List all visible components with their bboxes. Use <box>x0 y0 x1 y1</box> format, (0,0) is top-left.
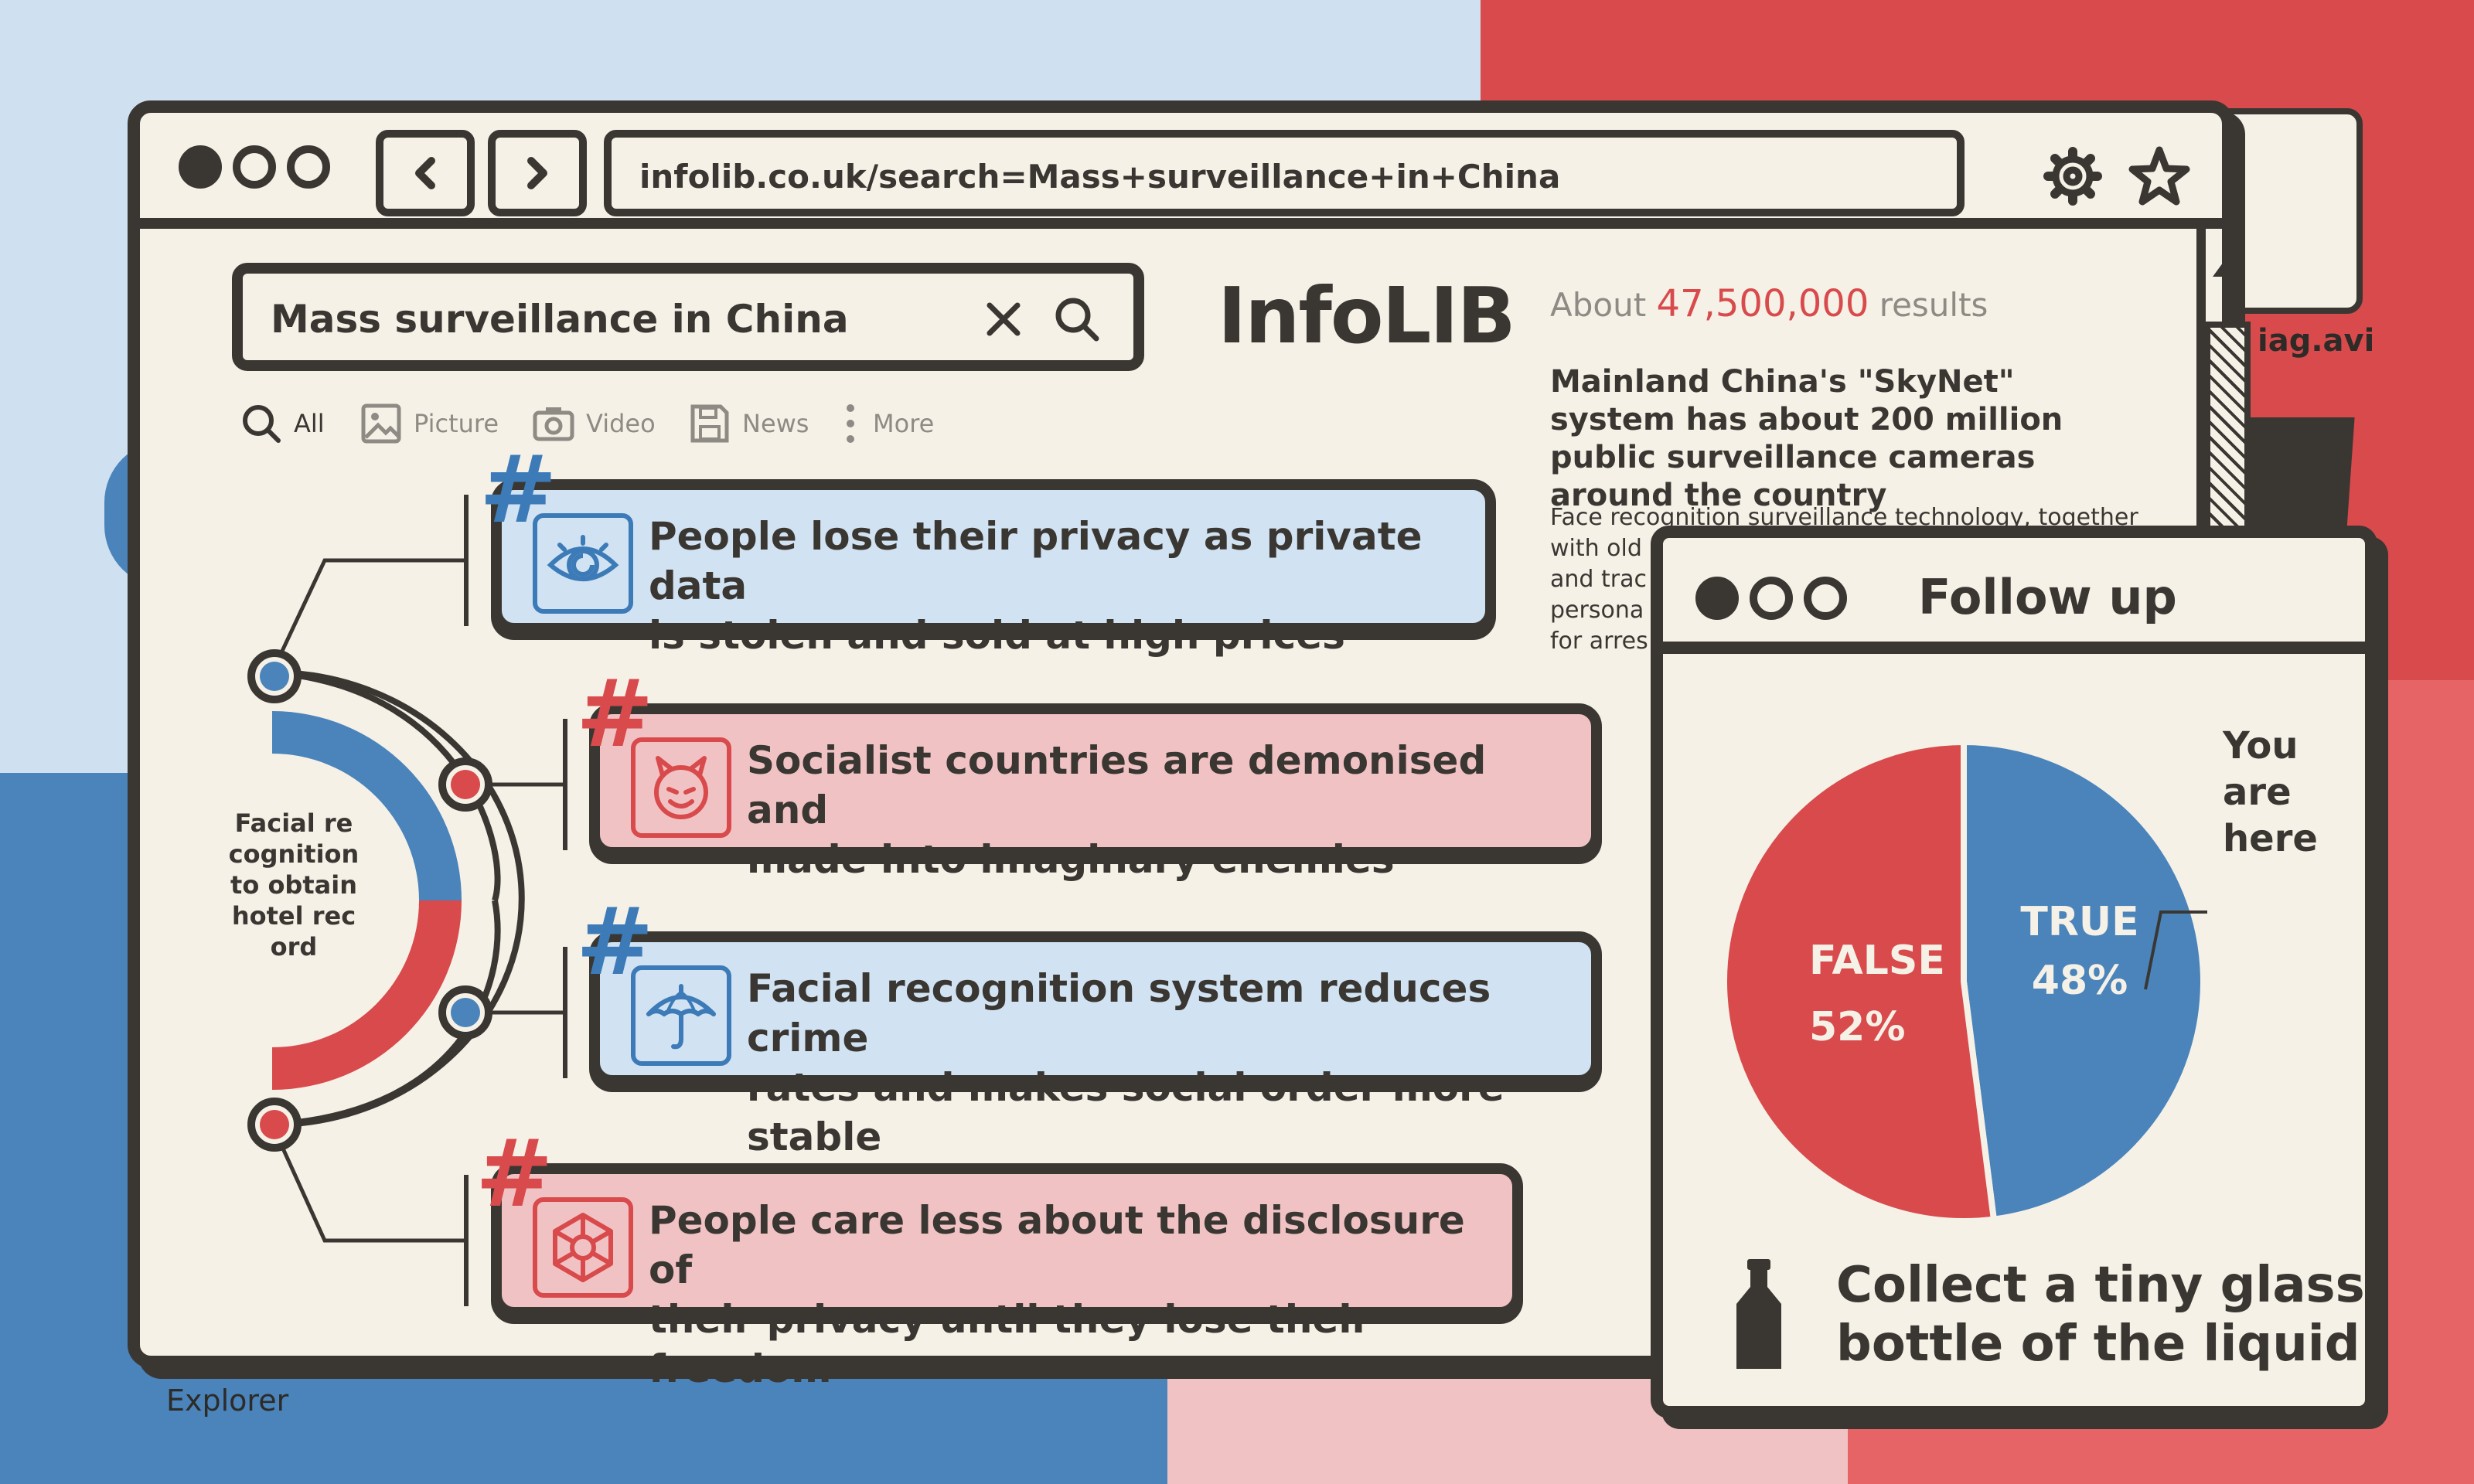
card-1-line-2: is stolen and sold at high prices <box>649 613 1345 658</box>
scroll-up-icon[interactable] <box>2208 252 2247 283</box>
eye-icon <box>533 513 633 614</box>
tab-more[interactable]: More <box>839 402 934 445</box>
aperture-icon <box>533 1197 633 1298</box>
tab-picture[interactable]: Picture <box>360 402 499 445</box>
card-4-line-2: their privacy until they lose their free… <box>649 1297 1372 1391</box>
pie-label-true-value: 48% <box>2031 958 2128 1004</box>
results-suffix: results <box>1879 286 1988 324</box>
pie-label-true: TRUE 48% <box>2018 893 2142 1010</box>
hashtag-icon: # <box>479 437 557 544</box>
window-minimize-dot[interactable] <box>233 145 276 189</box>
card-1-line-1: People lose their privacy as private dat… <box>649 514 1423 608</box>
pie-label-false-value: 52% <box>1809 1004 1906 1050</box>
timeline-node-blue[interactable] <box>437 984 494 1041</box>
pie-slice-true <box>1961 738 2206 1224</box>
chevron-right-icon <box>527 157 547 189</box>
card-bracket <box>464 1175 499 1306</box>
you-are-here-line-1: You <box>2223 724 2299 768</box>
tab-all[interactable]: All <box>240 402 325 445</box>
camera-icon <box>533 407 574 441</box>
back-button[interactable] <box>376 130 475 216</box>
pie-slice-false <box>1721 738 1998 1224</box>
card-3-line-2: rates and makes social order more stable <box>747 1065 1505 1159</box>
result-headline[interactable]: Mainland China's "SkyNet" system has abo… <box>1550 364 2063 513</box>
umbrella-icon <box>631 965 731 1066</box>
tab-more-label: More <box>873 409 935 438</box>
timeline-node-blue[interactable] <box>246 648 303 705</box>
tab-news-label: News <box>742 409 809 438</box>
window-minimize-dot[interactable] <box>1750 577 1793 620</box>
results-number: 47,500,000 <box>1656 282 1869 325</box>
file-icon[interactable] <box>2211 108 2363 314</box>
close-icon[interactable] <box>982 298 1025 341</box>
address-bar[interactable]: infolib.co.uk/search=Mass+surveillance+i… <box>604 130 1965 216</box>
pie-label-true-name: TRUE <box>2020 899 2139 945</box>
card-4-line-1: People care less about the disclosure of <box>649 1198 1465 1292</box>
window-maximize-dot[interactable] <box>1804 577 1847 620</box>
more-vertical-icon <box>847 404 854 443</box>
card-3-line-1: Facial recognition system reduces crime <box>747 966 1491 1060</box>
collect-line-1: Collect a tiny glass <box>1836 1257 2365 1314</box>
gear-icon[interactable] <box>2042 145 2104 207</box>
pie-label-false: FALSE 52% <box>1809 928 1945 1060</box>
hashtag-icon: # <box>475 1121 554 1228</box>
card-bracket <box>563 719 598 850</box>
card-bracket <box>464 495 499 626</box>
claim-card-3[interactable]: Facial recognition system reduces crime r… <box>589 931 1602 1159</box>
forward-button[interactable] <box>488 130 587 216</box>
you-are-here-line-3: here <box>2223 817 2318 860</box>
card-2-line-1: Socialist countries are demonised and <box>747 738 1487 832</box>
window-maximize-dot[interactable] <box>287 145 330 189</box>
collect-instruction: Collect a tiny glass bottle of the liqui… <box>1836 1256 2365 1373</box>
bottle-icon <box>1736 1259 1781 1369</box>
card-bracket <box>563 947 598 1078</box>
save-icon <box>690 404 729 443</box>
chevron-left-icon <box>415 157 435 189</box>
claim-card-1[interactable]: People lose their privacy as private dat… <box>491 479 1496 658</box>
hashtag-icon: # <box>576 661 654 768</box>
results-prefix: About <box>1550 286 1647 324</box>
window-close-dot[interactable] <box>1695 577 1739 620</box>
card-2-line-2: made into imaginary enemies <box>747 837 1395 882</box>
follow-up-title: Follow up <box>1918 569 2177 625</box>
site-logo[interactable]: InfoLIB <box>1218 271 1516 361</box>
search-icon <box>243 405 281 443</box>
arc-center-label: Facial recognition to obtain hotel recor… <box>228 808 360 962</box>
desktop-explorer-label[interactable]: Explorer <box>166 1384 289 1418</box>
hashtag-icon: # <box>576 889 654 996</box>
tab-video-label: Video <box>586 409 656 438</box>
results-count: About 47,500,000 results <box>1550 282 1988 325</box>
you-are-here-label: You are here <box>2223 723 2318 862</box>
pie-label-false-name: FALSE <box>1809 938 1945 984</box>
devil-face-icon <box>631 737 731 838</box>
search-icon[interactable] <box>1051 294 1102 345</box>
pie-chart <box>1721 738 2207 1224</box>
search-query: Mass surveillance in China <box>271 297 849 342</box>
image-icon <box>361 403 401 444</box>
tab-all-label: All <box>294 409 325 438</box>
collect-line-2: bottle of the liquid <box>1836 1316 2360 1373</box>
tab-news[interactable]: News <box>688 402 809 445</box>
search-input[interactable]: Mass surveillance in China <box>232 263 1144 371</box>
tab-picture-label: Picture <box>414 409 499 438</box>
tab-video[interactable]: Video <box>532 402 656 445</box>
timeline-node-red[interactable] <box>437 756 494 813</box>
follow-up-titlebar: Follow up <box>1663 538 2365 654</box>
timeline-node-red[interactable] <box>246 1096 303 1153</box>
browser-titlebar: infolib.co.uk/search=Mass+surveillance+i… <box>140 113 2222 229</box>
file-label[interactable]: iag.avi <box>2258 323 2375 359</box>
you-are-here-line-2: are <box>2223 771 2292 814</box>
window-close-dot[interactable] <box>179 145 222 189</box>
star-icon[interactable] <box>2127 144 2192 209</box>
claim-card-2[interactable]: Socialist countries are demonised and mad… <box>589 703 1602 882</box>
claim-card-4[interactable]: People care less about the disclosure of… <box>491 1163 1523 1391</box>
